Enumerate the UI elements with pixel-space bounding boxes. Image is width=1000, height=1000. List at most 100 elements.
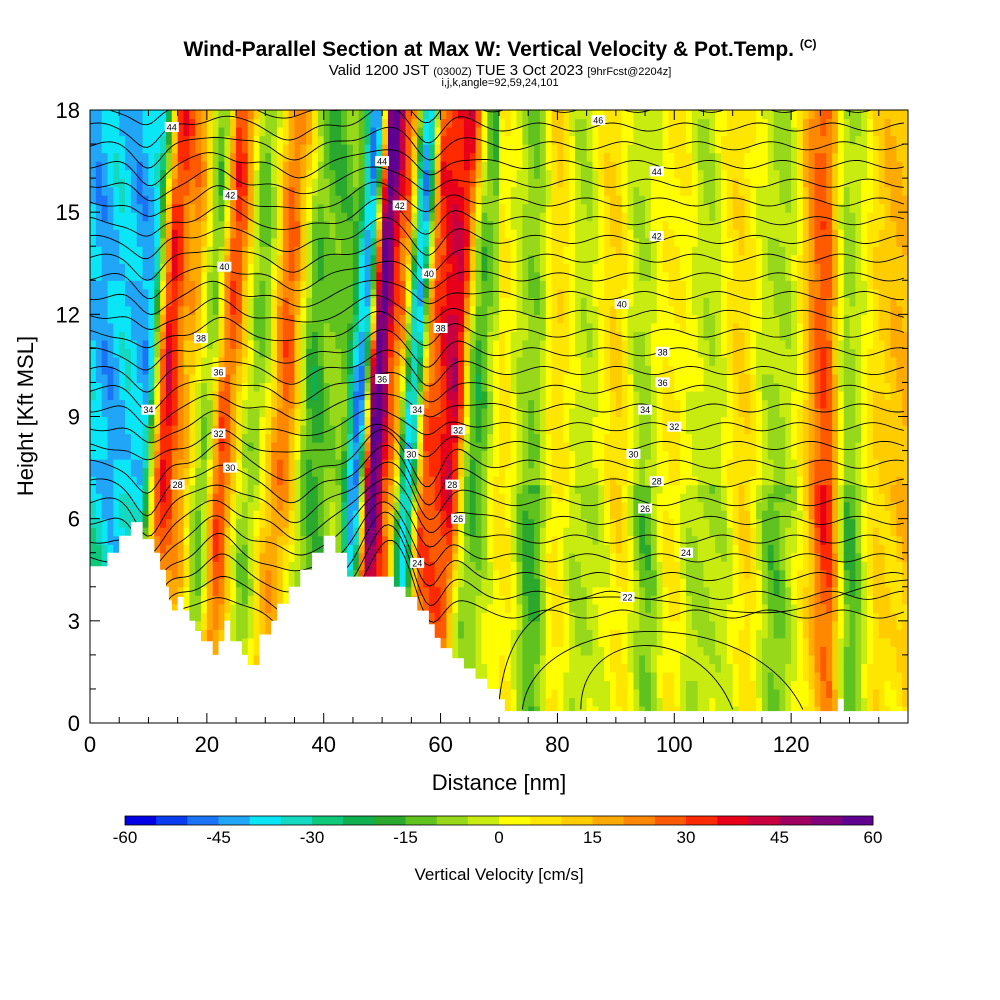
velocity-cell <box>259 135 266 145</box>
velocity-cell <box>446 629 453 639</box>
velocity-cell <box>119 407 126 418</box>
velocity-cell <box>469 612 477 622</box>
velocity-cell <box>387 254 395 264</box>
velocity-cell <box>300 476 307 486</box>
velocity-cell <box>469 629 477 639</box>
velocity-cell <box>469 288 477 298</box>
velocity-cell <box>440 212 448 222</box>
velocity-cell <box>463 135 471 145</box>
velocity-cell <box>171 382 179 392</box>
velocity-cell <box>417 569 424 579</box>
velocity-cell <box>370 373 377 384</box>
velocity-cell <box>335 365 342 375</box>
velocity-cell <box>376 382 383 392</box>
velocity-cell <box>364 544 372 554</box>
velocity-cell <box>95 390 103 401</box>
velocity-cell <box>458 127 465 137</box>
velocity-cell <box>259 561 266 571</box>
velocity-cell <box>329 161 336 171</box>
velocity-cell <box>206 620 214 630</box>
velocity-cell <box>276 459 284 469</box>
velocity-cell <box>201 544 208 554</box>
velocity-cell <box>288 288 296 298</box>
velocity-cell <box>493 637 500 647</box>
velocity-cell <box>458 595 465 605</box>
velocity-cell <box>206 416 214 426</box>
velocity-cell <box>382 535 389 545</box>
velocity-cell <box>452 544 459 554</box>
velocity-cell <box>294 399 301 409</box>
velocity-cell <box>352 382 360 392</box>
velocity-cell <box>101 178 109 188</box>
velocity-cell <box>206 484 214 494</box>
velocity-cell <box>458 467 465 477</box>
velocity-cell <box>90 518 97 528</box>
velocity-cell <box>212 322 220 332</box>
velocity-cell <box>288 561 296 571</box>
velocity-cell <box>125 144 132 154</box>
velocity-cell <box>265 416 272 426</box>
velocity-cell <box>446 578 453 588</box>
velocity-cell <box>241 110 249 120</box>
velocity-cell <box>95 373 103 384</box>
velocity-cell <box>428 390 436 401</box>
velocity-cell <box>125 254 132 264</box>
velocity-cell <box>446 254 453 264</box>
velocity-cell <box>387 195 395 205</box>
velocity-cell <box>335 416 342 426</box>
velocity-cell <box>475 212 483 222</box>
velocity-cell <box>265 237 272 247</box>
velocity-cell <box>329 297 336 307</box>
velocity-cell <box>475 382 483 392</box>
velocity-cell <box>253 450 261 460</box>
velocity-cell <box>393 144 401 154</box>
velocity-cell <box>440 476 448 486</box>
velocity-cell <box>428 595 436 605</box>
velocity-cell <box>282 212 290 222</box>
velocity-cell <box>358 552 366 562</box>
velocity-cell <box>452 254 459 264</box>
velocity-cell <box>282 433 290 443</box>
velocity-cell <box>475 646 483 656</box>
velocity-cell <box>393 186 401 196</box>
velocity-cell <box>276 203 284 213</box>
velocity-cell <box>376 263 383 273</box>
velocity-cell <box>276 220 284 230</box>
velocity-cell <box>469 586 477 596</box>
velocity-cell <box>90 178 97 188</box>
velocity-cell <box>253 407 261 418</box>
velocity-cell <box>452 178 459 188</box>
velocity-cell <box>475 578 483 588</box>
velocity-cell <box>271 280 278 290</box>
velocity-cell <box>376 110 383 120</box>
velocity-cell <box>282 578 290 588</box>
velocity-cell <box>423 314 430 324</box>
velocity-cell <box>393 305 401 315</box>
velocity-cell <box>294 254 301 264</box>
velocity-cell <box>183 110 190 120</box>
velocity-cell <box>148 518 155 528</box>
velocity-cell <box>323 169 331 179</box>
velocity-cell <box>101 433 109 443</box>
velocity-cell <box>358 416 366 426</box>
velocity-cell <box>218 459 225 469</box>
velocity-cell <box>481 467 488 477</box>
velocity-cell <box>136 459 144 469</box>
velocity-cell <box>358 263 366 273</box>
velocity-cell <box>358 484 366 494</box>
velocity-cell <box>189 195 196 205</box>
velocity-cell <box>183 603 190 613</box>
velocity-cell <box>440 442 448 452</box>
velocity-cell <box>236 322 243 332</box>
velocity-cell <box>341 493 348 503</box>
velocity-cell <box>259 510 266 520</box>
velocity-cell <box>393 169 401 179</box>
velocity-cell <box>130 433 138 443</box>
velocity-cell <box>446 237 453 247</box>
velocity-cell <box>393 212 401 222</box>
velocity-cell <box>376 186 383 196</box>
velocity-cell <box>481 161 488 171</box>
velocity-cell <box>434 118 442 128</box>
velocity-cell <box>259 195 266 205</box>
velocity-cell <box>95 450 103 460</box>
